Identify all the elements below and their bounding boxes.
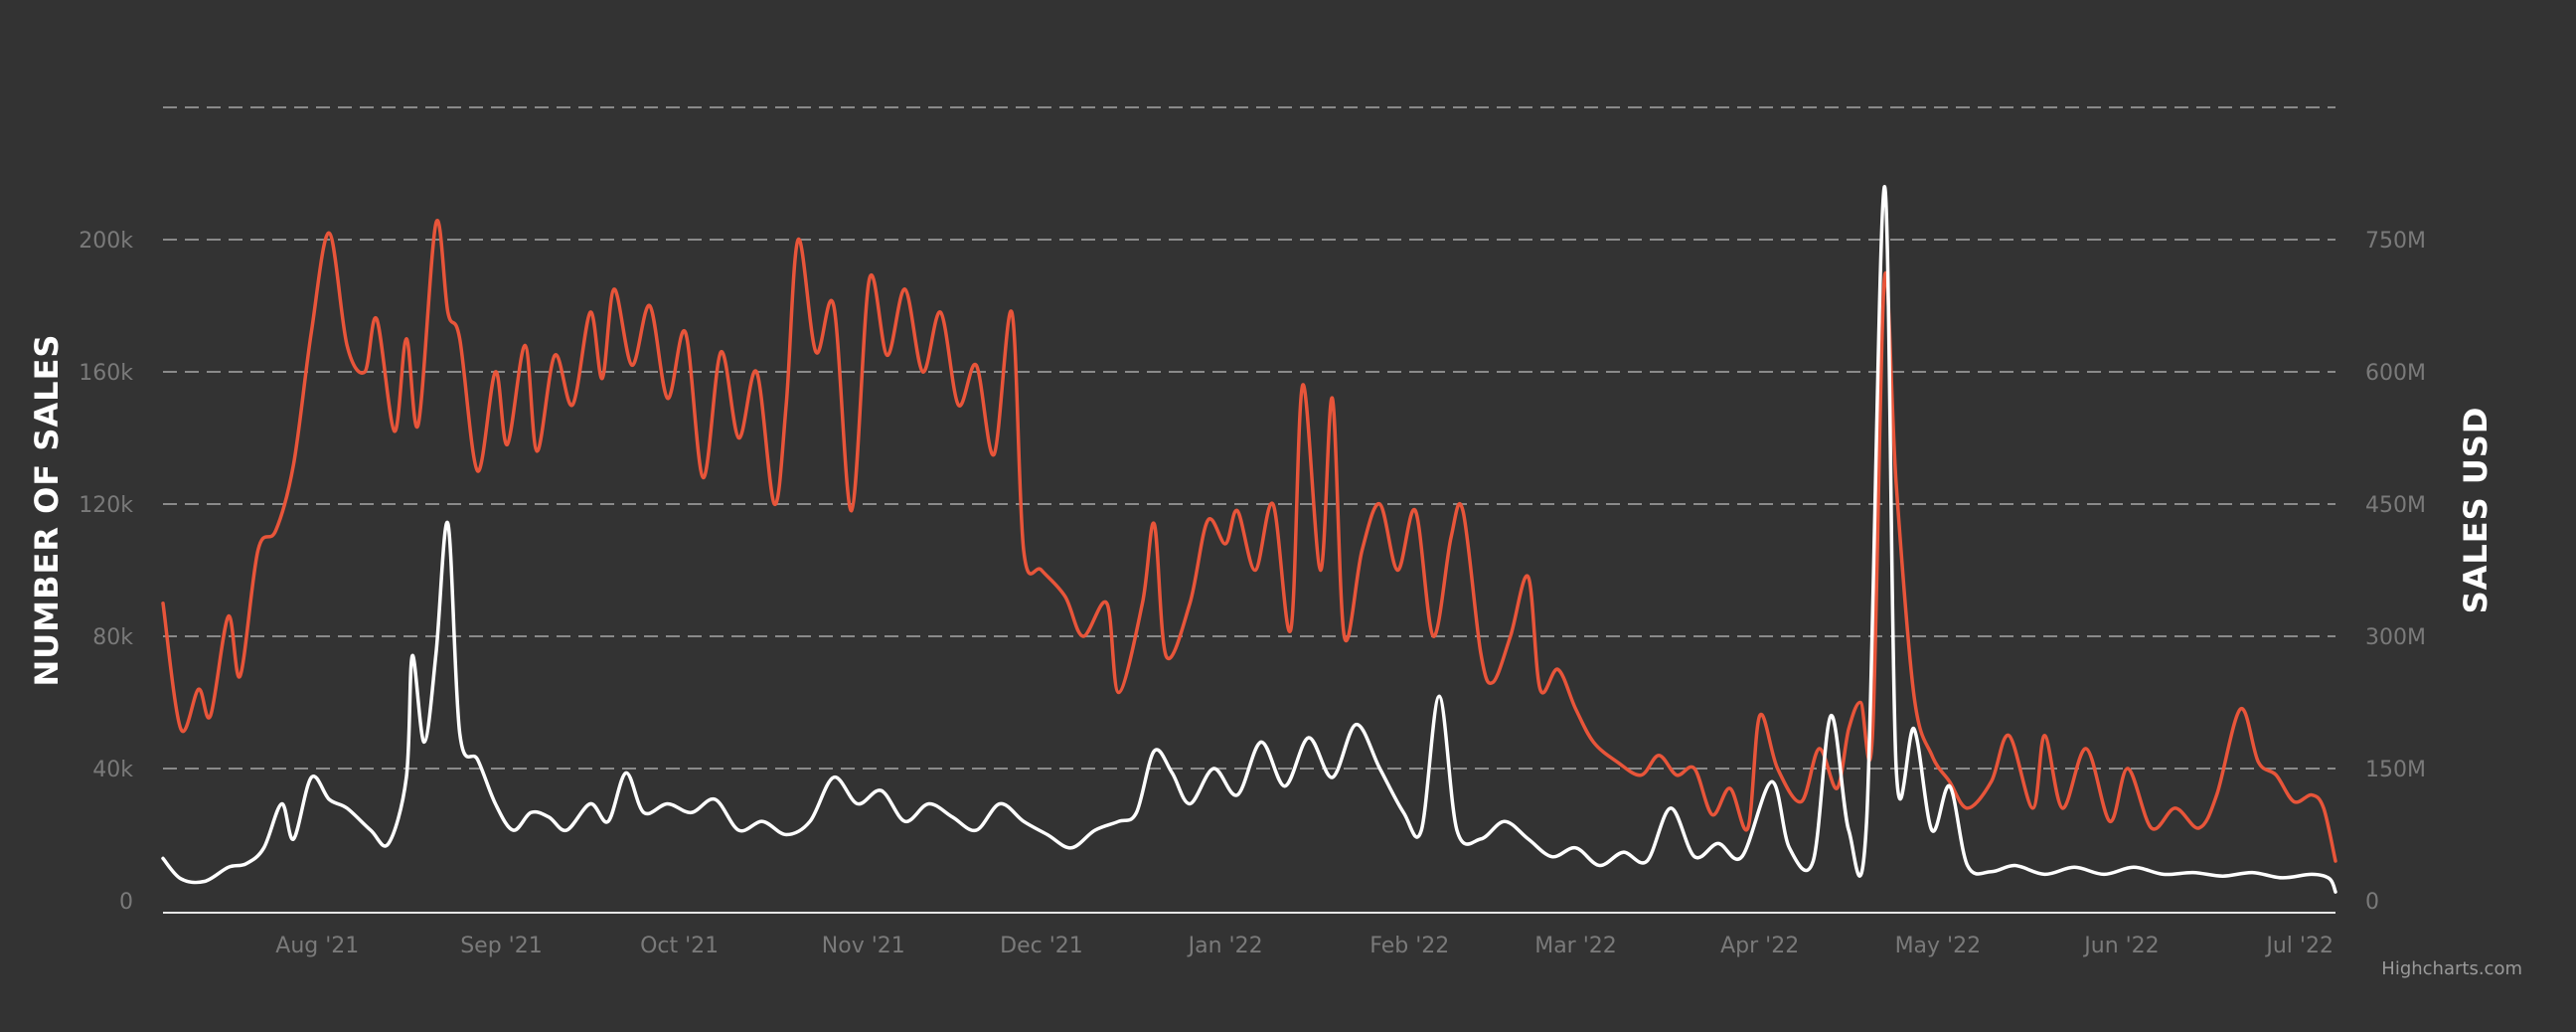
x-tick-label: May '22 <box>1895 934 1982 958</box>
x-tick-label: Nov '21 <box>822 934 905 958</box>
left-tick-label: 80k <box>92 625 133 650</box>
right-axis-title: SALES USD <box>2457 407 2495 614</box>
series-lines <box>161 185 2337 894</box>
right-tick-label: 300M <box>2365 625 2426 650</box>
x-tick-label: Jun '22 <box>2082 934 2159 958</box>
left-tick-label: 120k <box>79 493 133 518</box>
left-axis-ticks: 0 40k 80k 120k 160k 200k <box>79 229 133 915</box>
x-tick-label: Jul '22 <box>2264 934 2334 958</box>
grid-lines <box>163 106 2335 770</box>
left-tick-label: 200k <box>79 229 133 254</box>
right-tick-label: 450M <box>2365 493 2426 518</box>
x-tick-label: Sep '21 <box>460 934 543 958</box>
x-tick-label: Feb '22 <box>1369 934 1449 958</box>
x-tick-label: Apr '22 <box>1720 934 1799 958</box>
left-tick-label: 0 <box>119 890 133 915</box>
right-tick-label: 0 <box>2365 890 2379 915</box>
x-tick-label: Aug '21 <box>275 934 359 958</box>
x-tick-label: Dec '21 <box>1000 934 1083 958</box>
highcharts-credit[interactable]: Highcharts.com <box>2381 958 2522 979</box>
x-axis-ticks: Aug '21 Sep '21 Oct '21 Nov '21 Dec '21 Jan '… <box>275 934 2334 958</box>
left-axis-title: NUMBER OF SALES <box>28 334 66 687</box>
sales-usd-line[interactable] <box>161 185 2337 894</box>
x-tick-label: Mar '22 <box>1534 934 1617 958</box>
x-tick-label: Jan '22 <box>1187 934 1263 958</box>
right-axis-ticks: 0 150M 300M 450M 600M 750M <box>2365 229 2426 915</box>
left-tick-label: 160k <box>79 361 133 386</box>
right-tick-label: 600M <box>2365 361 2426 386</box>
x-tick-label: Oct '21 <box>640 934 719 958</box>
right-tick-label: 750M <box>2365 229 2426 254</box>
right-tick-label: 150M <box>2365 758 2426 782</box>
left-tick-label: 40k <box>92 758 133 782</box>
